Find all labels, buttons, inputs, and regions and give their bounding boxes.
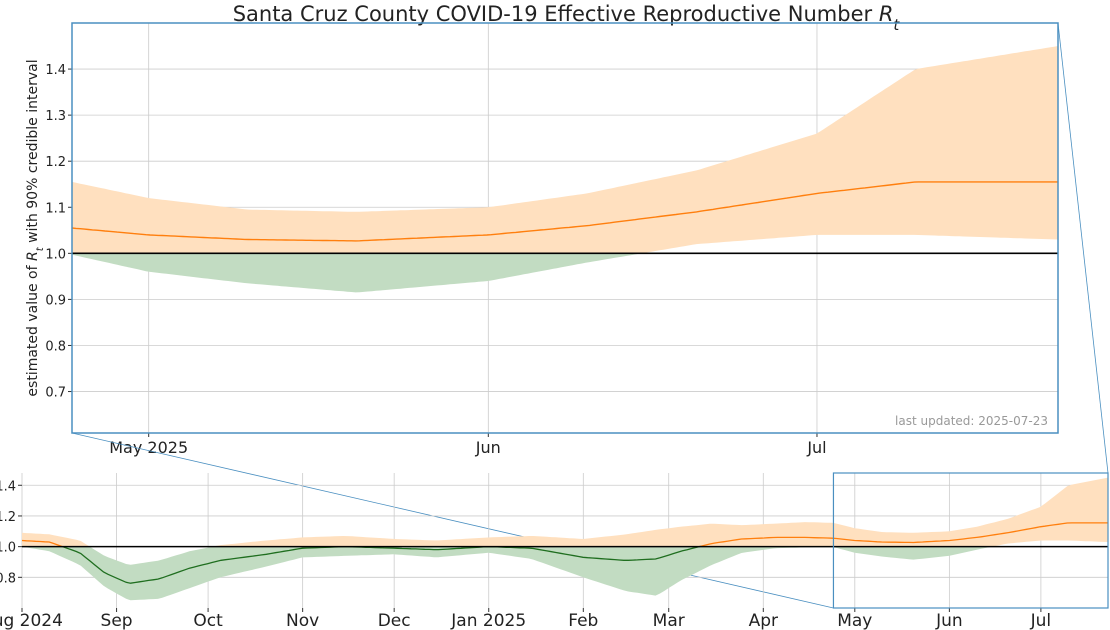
- main-band-below: [72, 253, 1058, 293]
- main-y-ticks: 0.7 0.8 0.9 1.0 1.1 1.2 1.3 1.4: [45, 63, 72, 401]
- main-plot-area: [71, 46, 1058, 293]
- chart-title: Santa Cruz County COVID-19 Effective Rep…: [233, 2, 901, 34]
- overview-ytick-label-3: 1.4: [0, 479, 16, 494]
- overview-xtick-label-0: Aug 2024: [0, 611, 63, 630]
- overview-estimate-line-0: [21, 539, 63, 548]
- overview-xtick-label-10: Jun: [935, 611, 963, 630]
- overview-xtick-label-7: Mar: [653, 611, 685, 630]
- overview-estimate-line-2: [700, 522, 1108, 547]
- main-ytick-label-3: 1.0: [45, 247, 66, 262]
- zoom-connector-left: [71, 432, 834, 609]
- overview-xtick-label-11: Jul: [1030, 611, 1052, 630]
- main-ytick-label-0: 0.7: [45, 386, 66, 401]
- main-ytick-label-4: 1.1: [45, 201, 66, 216]
- overview-x-ticks: Aug 2024 Sep Oct Nov Dec Jan 2025 Feb Mar Apr May…: [0, 608, 1051, 630]
- last-updated-stamp: last updated: 2025-07-23: [895, 414, 1048, 428]
- main-xtick-label-1: Jun: [475, 438, 501, 457]
- main-ytick-label-2: 0.9: [45, 293, 66, 308]
- overview-xtick-label-4: Dec: [378, 611, 411, 630]
- zoom-connector-right: [1057, 22, 1109, 474]
- main-panel-frame: [71, 22, 1059, 434]
- overview-panel: 0.8 1.0 1.2 1.4 Aug 2024 Sep Oct Nov Dec Jan 202…: [0, 472, 1109, 630]
- main-band-above: [72, 46, 1058, 254]
- main-xtick-label-2: Jul: [806, 438, 826, 457]
- overview-band-above: [22, 477, 1108, 547]
- main-panel: 0.70.80.91.01.11.21.31.4 May 2025 Jun Jul …: [45, 22, 1059, 457]
- main-ytick-label-5: 1.2: [45, 155, 66, 170]
- overview-xtick-label-8: Apr: [749, 611, 778, 630]
- overview-y-ticks: 0.8 1.0 1.2 1.4: [0, 479, 22, 586]
- zoom-window-box: [832, 472, 1109, 609]
- overview-band-below: [22, 546, 1108, 601]
- main-xtick-label-0: May 2025: [109, 438, 188, 457]
- overview-ytick-label-2: 1.2: [0, 510, 16, 525]
- overview-estimate-line-1: [62, 545, 701, 584]
- overview-ytick-label-1: 1.0: [0, 541, 16, 556]
- main-estimate-line-0: [71, 181, 1058, 242]
- overview-xtick-label-1: Sep: [101, 611, 133, 630]
- overview-xtick-label-5: Jan 2025: [450, 611, 526, 630]
- zoom-connector-lines: [71, 22, 1109, 609]
- overview-plot-area: [21, 477, 1108, 601]
- main-ytick-label-7: 1.4: [45, 63, 66, 78]
- main-x-ticks: May 2025 Jun Jul: [109, 433, 827, 457]
- overview-xtick-label-9: May: [837, 611, 872, 630]
- main-ytick-label-6: 1.3: [45, 109, 66, 124]
- overview-xtick-label-6: Feb: [568, 611, 598, 630]
- overview-xtick-label-2: Oct: [193, 611, 223, 630]
- overview-xtick-label-3: Nov: [286, 611, 319, 630]
- overview-ytick-label-0: 0.8: [0, 571, 16, 586]
- y-axis-label: estimated value of Rt with 90% credible …: [25, 59, 46, 396]
- main-ytick-label-1: 0.8: [45, 339, 66, 354]
